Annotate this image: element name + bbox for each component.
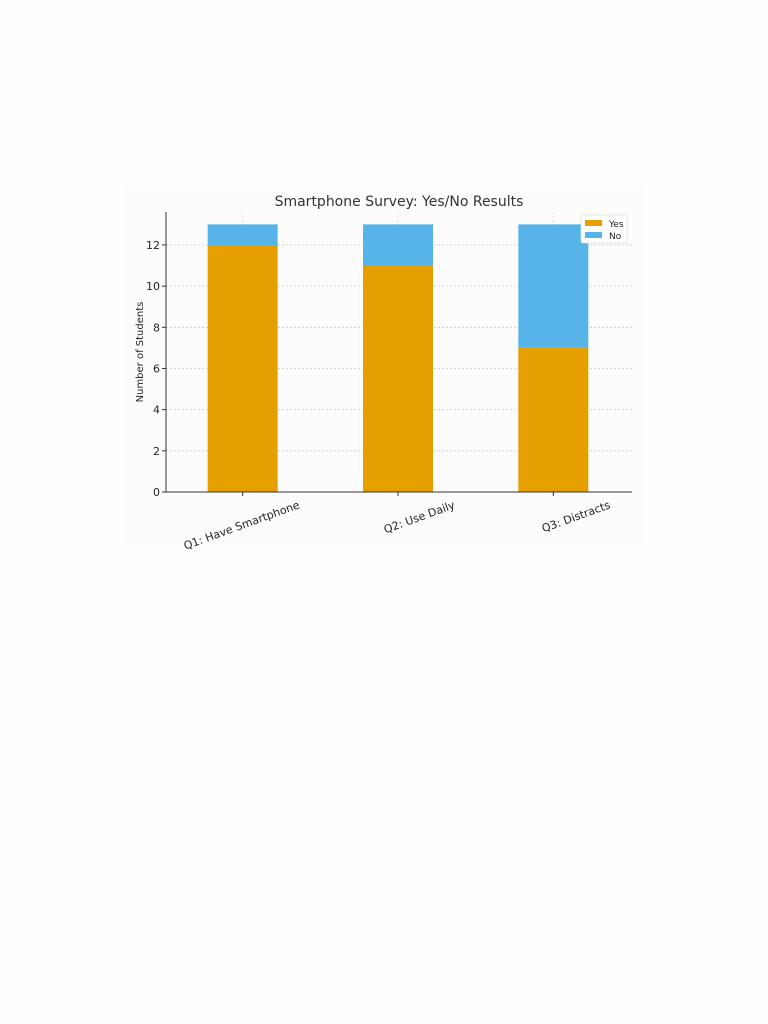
legend-label-no: No (609, 232, 622, 242)
y-tick-label: 6 (153, 362, 160, 375)
legend-label-yes: Yes (608, 220, 624, 230)
legend-swatch-yes (585, 220, 602, 226)
y-tick-label: 4 (153, 404, 160, 417)
legend: Yes No (580, 214, 628, 244)
y-tick-label: 2 (153, 445, 160, 458)
y-tick-label: 12 (146, 239, 160, 252)
x-tick-label: Q2: Use Daily (382, 498, 457, 536)
y-tick-label: 10 (146, 280, 160, 293)
x-tick-label: Q1: Have Smartphone (182, 498, 302, 552)
axes (165, 212, 632, 493)
chart-figure: 0 2 4 6 8 10 12 Q1: Have Smartphone Q2: Use Dail… (126, 186, 642, 553)
bar-no-2 (363, 224, 433, 266)
bar-no-3 (518, 224, 589, 348)
y-axis-label: Number of Students (135, 302, 146, 403)
bar-no-1 (207, 224, 278, 245)
x-tick-label: Q3: Distracts (540, 498, 612, 535)
legend-swatch-no (585, 232, 602, 238)
bar-yes-2 (363, 265, 433, 492)
y-tick-label: 0 (153, 486, 160, 499)
y-tick-label: 8 (153, 321, 160, 334)
bar-yes-1 (207, 244, 278, 492)
chart-title: Smartphone Survey: Yes/No Results (275, 194, 524, 210)
bar-yes-3 (518, 347, 589, 492)
bars (207, 224, 589, 492)
